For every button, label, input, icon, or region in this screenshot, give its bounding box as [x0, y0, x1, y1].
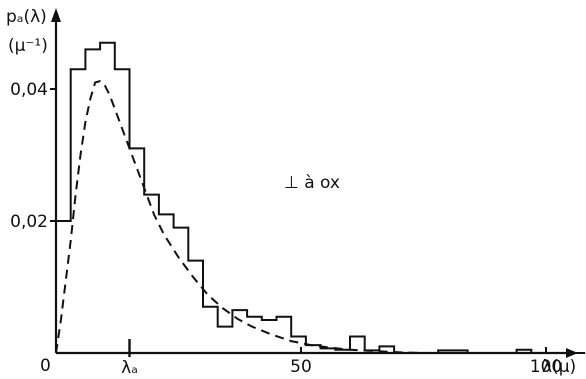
y-axis-arrow [51, 8, 61, 22]
x-ticks: 50 100 [290, 347, 562, 377]
x-axis-label: λ(μ) [542, 357, 576, 377]
y-axis-unit: (μ⁻¹) [8, 36, 48, 56]
fitted-curve-series [55, 79, 424, 354]
x-tick-label: 50 [290, 357, 312, 377]
x-tick-label: 100 [530, 357, 562, 377]
y-tick-label: 0,04 [10, 80, 48, 100]
origin-label: 0 [40, 356, 51, 376]
y-ticks: 0,02 0,04 [10, 80, 56, 232]
lambda-c-label: λₐ [121, 358, 138, 378]
y-axis-label: pₐ(λ) [6, 7, 47, 27]
orientation-annotation: ⊥ à ox [284, 173, 340, 193]
histogram-series [55, 41, 586, 354]
y-tick-label: 0,02 [10, 212, 48, 232]
